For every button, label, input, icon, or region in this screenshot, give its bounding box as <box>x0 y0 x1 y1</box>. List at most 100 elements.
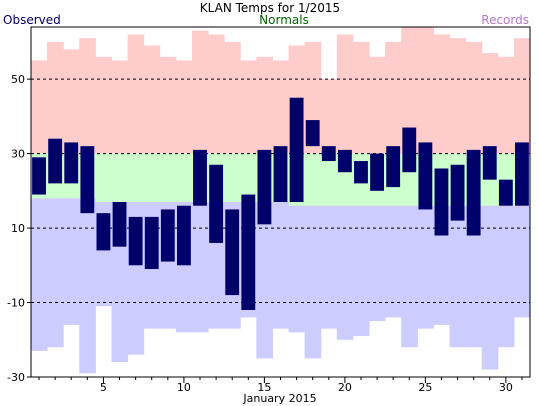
x-tick-label: 20 <box>338 381 352 394</box>
observed-bar <box>64 142 79 184</box>
axis-ticks: -30 -10 10 30 50 5 10 15 20 25 30 <box>7 73 523 394</box>
observed-bar <box>450 164 465 221</box>
observed-bar <box>128 216 143 266</box>
x-axis-label: January 2015 <box>242 392 316 405</box>
record-low-band-segment <box>481 205 499 370</box>
record-high-band-segment <box>336 34 354 154</box>
normal-band-segment <box>224 153 241 202</box>
x-tick-label: 5 <box>100 381 107 394</box>
record-high-band-segment <box>433 34 451 154</box>
observed-bar <box>273 146 288 202</box>
observed-bar <box>321 146 336 162</box>
record-high-band-segment <box>256 56 273 154</box>
observed-bar <box>144 216 159 270</box>
record-high-band-segment <box>159 56 177 154</box>
record-low-band-segment <box>385 205 402 318</box>
record-high-band-segment <box>385 41 402 154</box>
observed-bar <box>515 142 529 206</box>
record-low-band-segment <box>369 205 386 322</box>
record-high-band-segment <box>417 27 434 154</box>
observed-bar <box>96 213 111 251</box>
legend-observed: Observed <box>3 13 61 27</box>
observed-bar <box>241 194 256 310</box>
record-low-band-segment <box>513 205 531 318</box>
observed-bar <box>32 157 46 195</box>
legend-records: Records <box>481 13 529 27</box>
normal-band-segment <box>111 153 129 202</box>
record-low-band-segment <box>191 202 209 333</box>
record-low-band-segment <box>449 205 467 348</box>
normal-band-segment <box>240 153 257 202</box>
observed-bar <box>305 120 320 147</box>
observed-bar <box>176 205 191 266</box>
record-high-band-segment <box>465 41 483 154</box>
record-high-band-segment <box>352 41 370 154</box>
record-low-band-segment <box>47 198 64 348</box>
observed-bar <box>289 97 304 202</box>
record-low-band-segment <box>304 205 322 359</box>
record-low-band-segment <box>288 205 306 333</box>
observed-bar <box>160 209 175 262</box>
record-high-band-segment <box>272 60 290 154</box>
normal-band-segment <box>159 153 177 202</box>
record-high-band-segment <box>240 60 257 154</box>
chart-title: KLAN Temps for 1/2015 <box>200 1 340 15</box>
record-low-band-segment <box>417 205 434 329</box>
observed-bar <box>354 161 368 184</box>
record-high-band-segment <box>191 30 209 154</box>
y-tick-label: 30 <box>11 148 25 161</box>
observed-bar <box>402 127 417 173</box>
record-low-band-segment <box>401 205 418 348</box>
observed-bar <box>48 138 63 184</box>
observed-bar <box>193 149 207 206</box>
observed-bar <box>112 202 127 247</box>
observed-bar <box>370 153 385 191</box>
x-tick-label: 10 <box>177 381 191 394</box>
record-high-band-segment <box>401 27 418 154</box>
record-high-band-segment <box>449 38 467 154</box>
observed-bar <box>386 146 401 188</box>
record-high-band-segment <box>224 41 241 154</box>
record-high-band-segment <box>513 38 531 154</box>
observed-bars <box>32 97 529 310</box>
observed-bar <box>257 149 272 225</box>
normal-band-segment <box>143 153 161 202</box>
record-low-band-segment <box>336 205 354 340</box>
record-high-band-segment <box>175 60 193 154</box>
x-tick-label: 15 <box>257 381 271 394</box>
record-high-band-segment <box>31 60 48 154</box>
observed-bar <box>80 146 95 214</box>
observed-bar <box>482 146 497 180</box>
normal-band-segment <box>320 153 338 206</box>
record-high-band-segment <box>320 79 338 154</box>
observed-bar <box>418 142 433 210</box>
record-high-band-segment <box>208 34 225 154</box>
record-high-band-segment <box>143 45 161 154</box>
record-low-band-segment <box>320 205 338 329</box>
record-high-band-segment <box>79 38 96 154</box>
y-tick-label: 50 <box>11 73 25 86</box>
record-low-band-segment <box>63 198 80 325</box>
normal-band-segment <box>175 153 193 202</box>
record-low-band-segment <box>256 202 273 359</box>
y-tick-label: -30 <box>7 371 25 384</box>
record-low-band-segment <box>352 205 370 337</box>
record-high-band-segment <box>47 41 64 154</box>
observed-bar <box>434 168 449 236</box>
record-low-band-segment <box>465 205 483 348</box>
y-tick-label: -10 <box>7 297 25 310</box>
record-low-band-segment <box>31 198 48 351</box>
normal-band-segment <box>127 153 145 202</box>
x-tick-label: 25 <box>418 381 432 394</box>
observed-bar <box>225 209 240 296</box>
legend-normals: Normals <box>259 13 309 27</box>
record-low-band-segment <box>79 198 96 374</box>
record-high-band-segment <box>95 56 112 154</box>
record-high-band-segment <box>481 53 499 154</box>
observed-bar <box>466 149 481 236</box>
normal-band-segment <box>304 153 322 206</box>
record-high-band-segment <box>497 56 515 154</box>
observed-bar <box>209 164 224 243</box>
normal-band-segment <box>95 153 112 202</box>
